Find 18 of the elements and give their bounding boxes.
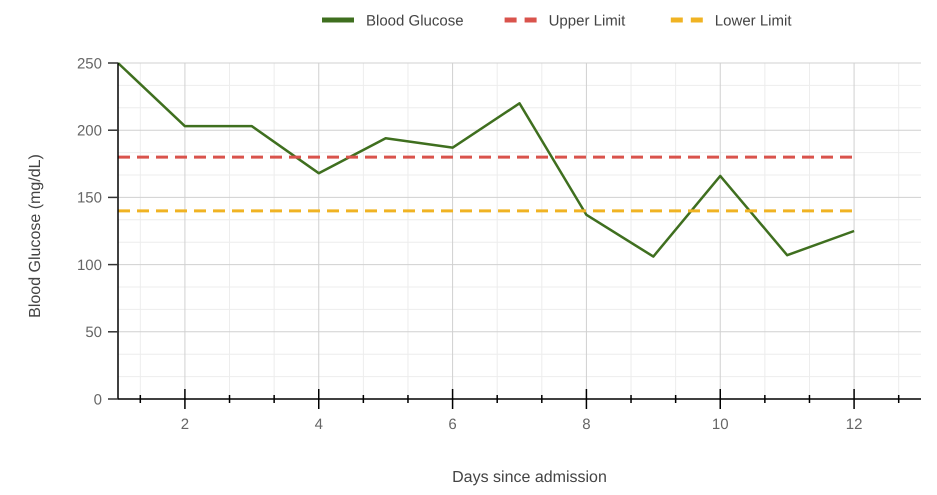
y-tick-label: 150 <box>76 190 102 207</box>
y-axis-title: Blood Glucose (mg/dL) <box>27 154 44 318</box>
y-tick-label: 200 <box>76 122 102 140</box>
x-tick-label: 2 <box>180 416 190 433</box>
x-tick-label: 12 <box>846 416 862 433</box>
y-tick-label: 50 <box>85 324 102 342</box>
line-series <box>116 62 856 258</box>
legend-label: Upper Limit <box>548 12 626 30</box>
x-tick-label: 10 <box>712 416 729 433</box>
y-tick-label: 100 <box>76 256 102 274</box>
x-tick-label: 6 <box>448 416 457 433</box>
legend-label: Lower Limit <box>714 12 792 30</box>
y-tick-label: 0 <box>94 391 102 408</box>
x-axis-title: Days since admission <box>452 469 607 486</box>
y-tick-label: 250 <box>76 55 102 72</box>
x-tick-label: 4 <box>314 416 323 433</box>
legend-label: Blood Glucose <box>366 12 464 30</box>
x-tick-label: 8 <box>582 416 591 433</box>
